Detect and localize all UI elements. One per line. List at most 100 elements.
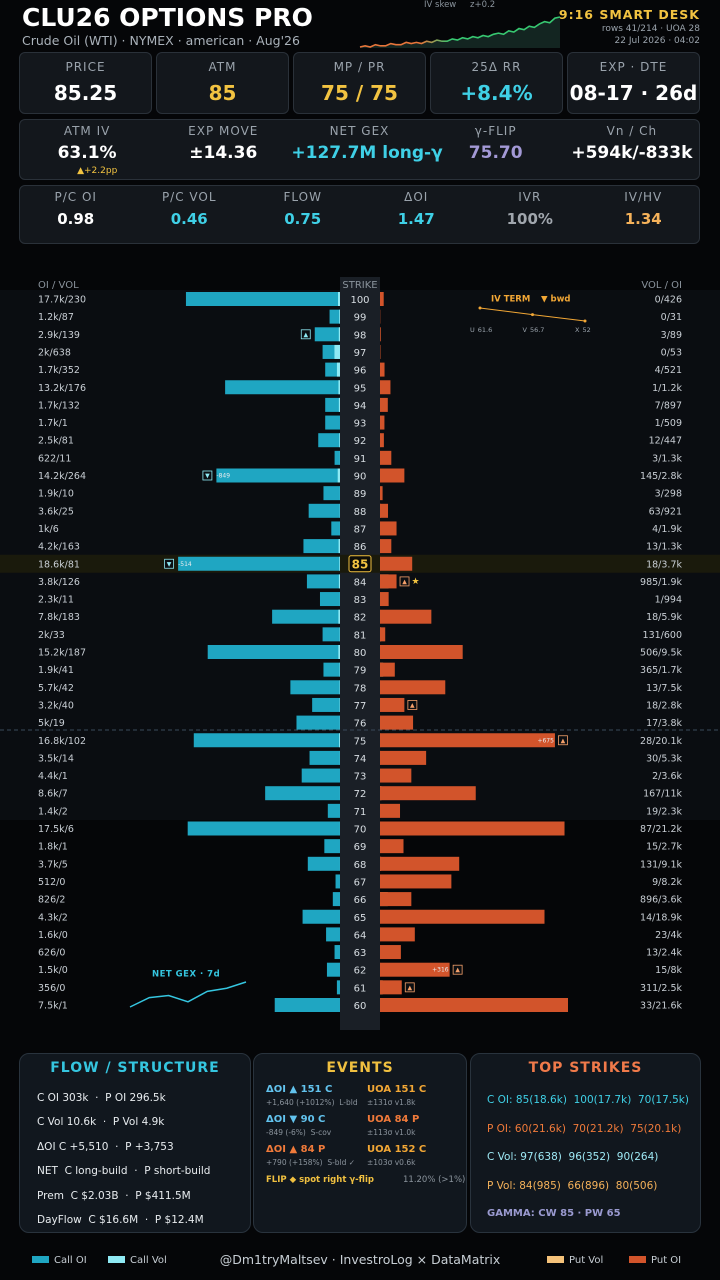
card-note: ▲+2.2pp xyxy=(77,166,118,176)
timestamp: 22 Jul 2026 · 04:02 xyxy=(614,36,700,46)
right-label: 1/1.2k xyxy=(652,383,682,394)
flag-box xyxy=(407,700,418,710)
card: IV/HV 1.34 xyxy=(587,185,701,244)
flag-icon: ▲ xyxy=(303,331,308,338)
right-label: 365/1.7k xyxy=(640,665,682,676)
bar xyxy=(338,645,340,659)
bar xyxy=(185,292,340,306)
bar xyxy=(225,380,340,395)
left-label: 2k/33 xyxy=(38,630,65,641)
bar xyxy=(380,750,427,765)
bar xyxy=(380,539,392,554)
card-label: EXP · DTE xyxy=(599,60,668,74)
left-label: 2.3k/11 xyxy=(38,595,74,606)
left-label: 14.2k/264 xyxy=(38,471,86,482)
right-label: 30/5.3k xyxy=(646,753,682,764)
card-value: 0.98 xyxy=(57,210,95,228)
flag-icon: ▲ xyxy=(402,578,407,585)
strike: 64 xyxy=(354,930,367,941)
strike: 94 xyxy=(354,401,367,412)
bar xyxy=(336,362,340,377)
strike: 96 xyxy=(354,366,367,377)
right-label: 131/600 xyxy=(643,630,682,641)
top-line: P OI: 60(21.6k) 70(21.2k) 75(20.1k) xyxy=(487,1122,682,1135)
strike: 91 xyxy=(354,454,367,465)
strike: 98 xyxy=(354,330,367,341)
subtitle: Crude Oil (WTI) · NYMEX · american · Aug… xyxy=(22,33,300,48)
right-label: 13/2.4k xyxy=(646,948,682,959)
bar xyxy=(337,468,340,483)
left-label: 3.8k/126 xyxy=(38,577,80,588)
legend-swatch xyxy=(629,1256,646,1263)
card-panel xyxy=(19,119,700,180)
term-point xyxy=(478,306,482,310)
right-label: 87/21.2k xyxy=(640,824,682,835)
strike: 63 xyxy=(354,948,367,959)
right-label: 3/1.3k xyxy=(652,453,682,464)
bar xyxy=(380,415,385,430)
event-sub: ±103σ v0.6k xyxy=(367,1158,416,1167)
bar xyxy=(334,450,340,465)
strike: 60 xyxy=(354,1001,367,1012)
left-label: 356/0 xyxy=(38,983,65,994)
bar xyxy=(178,556,340,571)
right-label: 3/298 xyxy=(655,489,682,500)
bar xyxy=(380,945,401,960)
bar xyxy=(380,592,389,607)
left-label: 15.2k/187 xyxy=(38,648,86,659)
strike: 84 xyxy=(354,577,367,588)
bar xyxy=(380,433,384,448)
event-sub: +1,640 (+1012%) L-bld xyxy=(266,1098,358,1107)
term-label: X 52 xyxy=(575,326,591,334)
strike: 92 xyxy=(354,436,367,447)
card-value: 1.47 xyxy=(397,210,435,228)
top-line: P Vol: 84(985) 66(896) 80(506) xyxy=(487,1179,658,1192)
bar xyxy=(307,856,340,871)
flag-label: +316 xyxy=(432,967,449,974)
bar xyxy=(325,397,340,412)
left-label: 1k/6 xyxy=(38,524,59,535)
strike: 68 xyxy=(354,860,367,871)
events-panel: EVENTS FLIP ◆ spot right γ-flip 11.20% (… xyxy=(253,1053,467,1233)
card-label: PRICE xyxy=(65,60,106,74)
bar xyxy=(303,539,340,554)
right-label: 33/21.6k xyxy=(640,1001,682,1012)
right-label: 4/521 xyxy=(655,365,682,376)
event-title: UOA 152 C xyxy=(367,1144,427,1155)
inset-title: IV TERM xyxy=(491,295,530,305)
bar xyxy=(338,609,340,624)
right-label: 506/9.5k xyxy=(640,648,682,659)
term-label: V 56.7 xyxy=(523,326,545,334)
left-label: 1.7k/352 xyxy=(38,365,80,376)
term-value: 61.6 xyxy=(478,326,492,334)
strike: 97 xyxy=(354,348,367,359)
left-label: 3.6k/25 xyxy=(38,506,74,517)
left-label: 16.8k/102 xyxy=(38,736,86,747)
bar xyxy=(380,733,555,748)
card: EXP MOVE ±14.36 xyxy=(155,119,291,180)
flag-box xyxy=(202,470,213,481)
bar xyxy=(323,662,340,677)
bar xyxy=(380,962,450,977)
bar xyxy=(339,556,340,571)
card-value: 1.34 xyxy=(624,210,662,228)
bar xyxy=(380,768,412,783)
right-label: 13/1.3k xyxy=(646,542,682,553)
bar xyxy=(187,821,340,836)
term-label: U 61.6 xyxy=(470,326,492,334)
bar xyxy=(325,415,340,430)
strike-column xyxy=(340,277,380,1030)
flag-icon: ▼ xyxy=(205,473,210,480)
bar xyxy=(308,503,340,518)
panel-title: TOP STRIKES xyxy=(528,1060,643,1076)
strike: 86 xyxy=(354,542,367,553)
bar xyxy=(274,998,340,1012)
right-label: 0/31 xyxy=(661,312,682,323)
left-label: 1.5k/0 xyxy=(38,965,68,976)
left-label: 17.5k/6 xyxy=(38,824,74,835)
strike: 66 xyxy=(354,895,367,906)
bar xyxy=(322,627,340,642)
flag-label: +675 xyxy=(537,737,554,744)
right-label: 15/2.7k xyxy=(646,842,682,853)
